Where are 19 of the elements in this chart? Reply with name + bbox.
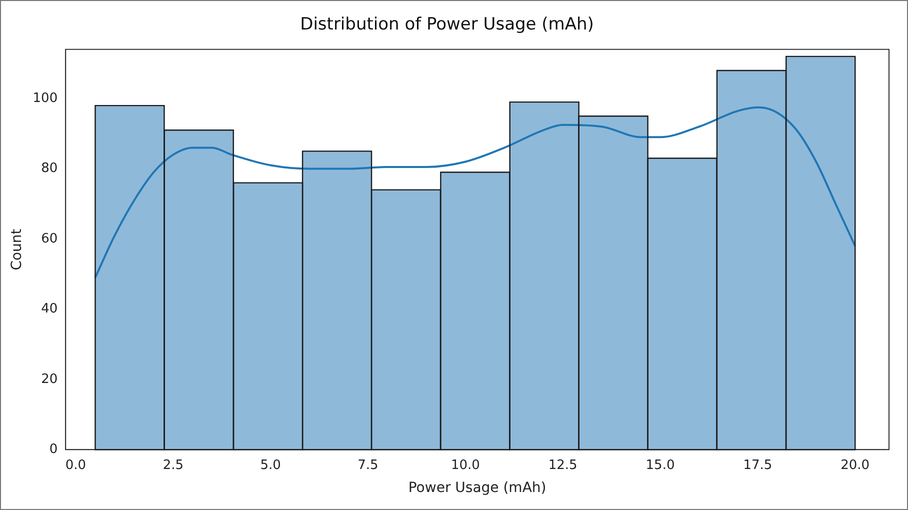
y-tick-label: 0 (49, 442, 58, 457)
x-tick-label: 15.0 (646, 458, 675, 473)
x-tick-label: 12.5 (548, 458, 578, 473)
y-tick-label: 100 (32, 90, 58, 106)
x-tick-label: 0.0 (65, 458, 86, 473)
y-tick-label: 40 (41, 302, 58, 317)
y-axis-title: Count (9, 228, 26, 270)
y-tick-label: 20 (41, 372, 58, 387)
y-tick-label: 60 (41, 231, 58, 246)
x-tick-label: 10.0 (450, 458, 480, 473)
chart-title: Distribution of Power Usage (mAh) (300, 14, 594, 35)
x-tick-label: 5.0 (260, 458, 281, 473)
x-tick-label: 2.5 (162, 458, 184, 473)
y-tick-label: 80 (41, 161, 58, 176)
x-tick-label: 17.5 (743, 458, 772, 473)
line-series (94, 106, 856, 279)
x-tick-label: 7.5 (358, 458, 378, 473)
x-tick-label: 20.0 (840, 458, 870, 473)
x-axis-title: Power Usage (mAh) (408, 480, 546, 496)
